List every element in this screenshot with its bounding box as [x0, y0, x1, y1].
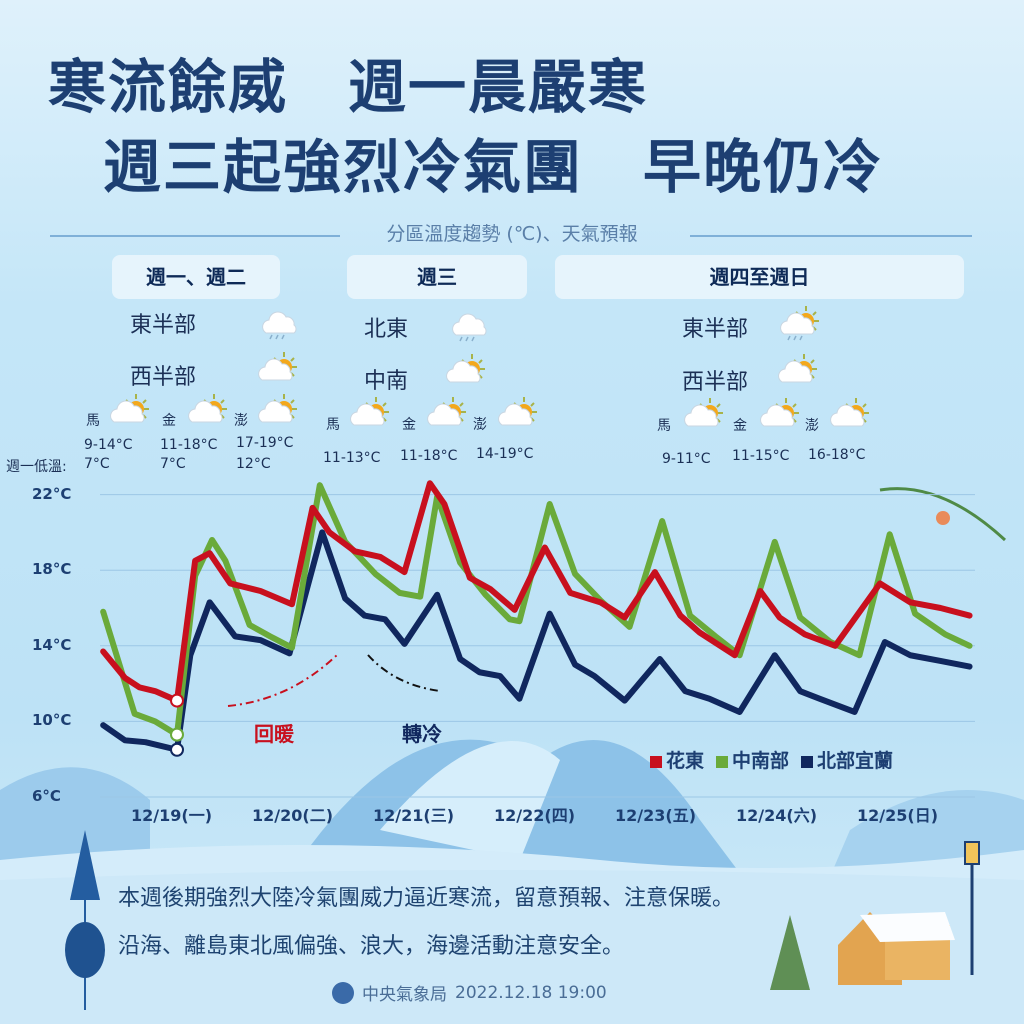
annotation-warming: 回暖	[254, 722, 294, 746]
footer-datetime: 2022.12.18 19:00	[455, 982, 607, 1003]
section-subtitle: 分區溫度趨勢 (℃)、天氣預報	[386, 223, 638, 245]
cwb-logo-icon	[332, 981, 354, 1004]
partly-sunny-drizzle-icon	[776, 304, 820, 341]
temp-range: 16-18°C	[808, 447, 866, 463]
x-tick-label: 12/23(五)	[615, 806, 697, 825]
legend-item-north-yilan: 北部宜蘭	[801, 746, 893, 773]
series-marker-1	[170, 727, 184, 742]
y-tick-label: 6°C	[32, 787, 61, 805]
temp-range: 9-11°C	[662, 451, 711, 467]
series-line-0	[100, 480, 973, 704]
region-label: 西半部	[682, 370, 749, 395]
legend-item-hualien-taitung: 花東	[650, 746, 704, 773]
warming-arrow	[227, 653, 339, 707]
series-line-2	[100, 529, 973, 753]
temp-range: 11-15°C	[732, 448, 790, 464]
panel-header-thu-sun: 週四至週日	[555, 255, 964, 299]
headline-line-2: 週三起強烈冷氣團 早晚仍冷	[103, 133, 884, 201]
note-1: 本週後期強烈大陸冷氣團威力逼近寒流，留意預報、注意保暖。	[118, 886, 735, 911]
headline-line-1: 寒流餘威 週一晨嚴寒	[48, 53, 649, 121]
island-label-kinmen: 金	[162, 413, 176, 429]
series-marker-0	[170, 693, 184, 708]
x-tick-label: 12/20(二)	[252, 806, 334, 825]
region-label: 東半部	[130, 313, 197, 338]
partly-sunny-icon	[184, 392, 228, 428]
x-tick-label: 12/19(一)	[131, 806, 213, 825]
temp-range: 9-14°C	[84, 437, 133, 453]
temp-range: 14-19°C	[476, 446, 534, 462]
partly-sunny-icon	[254, 392, 298, 428]
divider-left	[50, 235, 340, 237]
divider-right	[690, 235, 972, 237]
island-label-kinmen: 金	[402, 417, 416, 433]
temp-range: 17-19°C	[236, 435, 294, 451]
legend-item-central-south: 中南部	[716, 746, 789, 773]
y-tick-label: 10°C	[32, 711, 72, 730]
temp-range: 11-13°C	[323, 450, 381, 466]
island-label-penghu: 澎	[805, 418, 819, 434]
partly-sunny-icon	[680, 396, 724, 432]
partly-sunny-icon	[423, 395, 467, 431]
footer-org: 中央氣象局	[362, 985, 447, 1005]
island-label-kinmen: 金	[733, 418, 747, 434]
x-tick-label: 12/25(日)	[857, 806, 939, 825]
series-line-1	[100, 482, 973, 738]
annotation-cooling: 轉冷	[402, 722, 442, 746]
partly-sunny-icon	[826, 396, 870, 432]
x-tick-label: 12/21(三)	[373, 806, 455, 825]
panel-header-wed: 週三	[347, 255, 527, 299]
x-tick-label: 12/24(六)	[736, 806, 818, 825]
partly-sunny-icon	[346, 395, 390, 431]
panel-header-mon-tue: 週一、週二	[112, 255, 280, 299]
island-label-penghu: 澎	[234, 413, 248, 429]
y-tick-label: 22°C	[32, 484, 72, 503]
region-label: 西半部	[130, 365, 197, 390]
monday-low-label: 週一低溫:	[6, 459, 67, 475]
region-label: 中南	[364, 369, 409, 394]
partly-sunny-icon	[442, 352, 486, 388]
rain-icon	[448, 305, 492, 342]
temp-low: 12°C	[236, 456, 271, 472]
temp-low: 7°C	[84, 456, 110, 472]
temp-low: 7°C	[160, 456, 186, 472]
y-tick-label: 18°C	[32, 560, 72, 579]
rain-icon	[258, 303, 302, 340]
region-label: 北東	[364, 317, 409, 342]
chart-legend: 花東 中南部 北部宜蘭	[650, 746, 893, 773]
x-tick-label: 12/22(四)	[494, 806, 576, 825]
partly-sunny-icon	[106, 392, 150, 428]
island-label-matsu: 馬	[657, 418, 671, 434]
temp-range: 11-18°C	[400, 448, 458, 464]
partly-sunny-icon	[756, 396, 800, 432]
note-2: 沿海、離島東北風偏強、浪大，海邊活動注意安全。	[118, 934, 625, 959]
island-label-penghu: 澎	[473, 417, 487, 433]
partly-sunny-icon	[774, 352, 818, 388]
region-label: 東半部	[682, 317, 749, 342]
partly-sunny-icon	[494, 395, 538, 431]
temp-range: 11-18°C	[160, 437, 218, 453]
island-label-matsu: 馬	[86, 413, 100, 429]
y-tick-label: 14°C	[32, 635, 72, 654]
footer: 中央氣象局 2022.12.18 19:00	[332, 980, 607, 1005]
island-label-matsu: 馬	[326, 417, 340, 433]
partly-sunny-icon	[254, 350, 298, 386]
series-marker-2	[170, 742, 184, 757]
cooling-arrow	[367, 654, 441, 692]
